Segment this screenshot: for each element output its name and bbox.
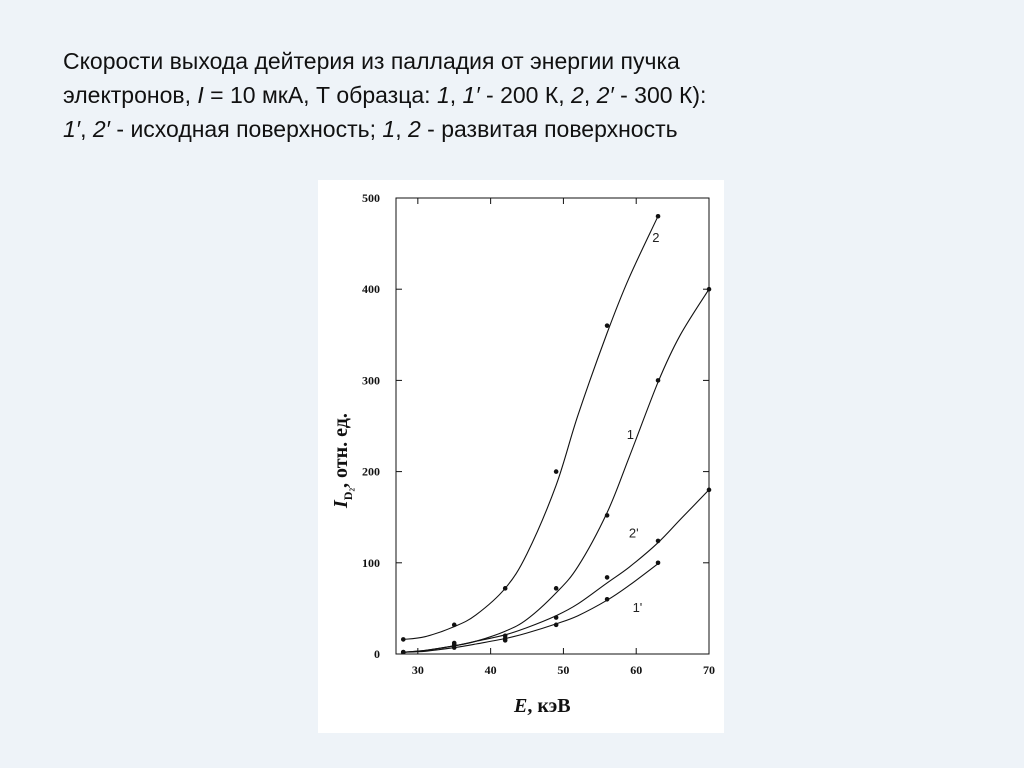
x-tick-label: 60 [630,663,642,677]
series-label-2: 2 [652,230,659,245]
curve-labels: 2 1 2' 1' [627,230,660,615]
y-tick-label: 500 [362,191,380,205]
caption-text: , [583,82,597,108]
figure-caption: Скорости выхода дейтерия из палладия от … [63,44,963,146]
data-point-1 [706,286,712,292]
chart-points [400,213,712,655]
caption-line-1: Скорости выхода дейтерия из палладия от … [63,44,963,78]
series-curve-2 [403,215,659,640]
chart-svg: 30 40 50 60 70 0 100 200 300 400 500 2 1 2' 1' E, кэВ… [330,191,715,717]
caption-text: - развитая поверхность [420,116,678,142]
caption-curve-ref: 1 [382,116,396,142]
series-curve-2-prime [403,489,710,653]
caption-line-2: электронов, I = 10 мкА, Т образца: 1, 1′… [63,78,963,112]
x-tick-label: 50 [557,663,569,677]
data-point-1-prime [604,596,610,602]
caption-line-3: 1′, 2′ - исходная поверхность; 1, 2 - ра… [63,112,963,146]
series-label-2-prime: 2' [629,525,639,540]
y-tick-label: 0 [374,647,380,661]
data-point-2 [604,323,610,328]
data-point-1 [604,513,610,518]
data-point-2-prime [553,615,559,620]
caption-text: электронов, [63,82,198,108]
data-point-2 [400,637,406,642]
data-point-1-prime [502,638,508,643]
data-point-2-prime [706,487,712,493]
caption-text: , [80,116,93,142]
caption-current-symbol: I [197,82,204,108]
y-tick-label: 400 [362,282,380,296]
caption-text: , [395,116,408,142]
data-point-1 [655,378,661,383]
caption-curve-ref: 1 [436,82,450,108]
y-tick-label: 200 [362,465,380,479]
caption-curve-ref: 2 [407,116,421,142]
x-tick-label: 70 [703,663,715,677]
series-label-1-prime: 1' [633,600,643,615]
caption-text: , [449,82,463,108]
data-point-1-prime [655,560,661,566]
series-label-1: 1 [627,427,634,442]
data-point-1-prime [451,645,457,650]
data-point-2-prime [604,575,610,580]
series-curve-1-prime [403,563,659,653]
caption-curve-ref: 2′ [596,82,614,108]
x-tick-label: 30 [412,663,424,677]
caption-curve-ref: 2′ [92,116,110,142]
caption-curve-ref: 1′ [63,116,81,142]
data-point-2 [553,469,559,474]
x-axis-label: E, кэВ [513,695,571,717]
caption-curve-ref: 2 [571,82,584,108]
caption-text: - исходная поверхность; [110,116,383,142]
data-point-1-prime [400,649,406,655]
data-point-2 [655,213,661,219]
y-axis-label: ID₂, отн. ед. [330,413,355,509]
data-point-1 [553,586,559,591]
x-tick-label: 40 [485,663,497,677]
axis-ticks: 30 40 50 60 70 0 100 200 300 400 500 [362,191,715,677]
caption-text: - 200 К, [479,82,572,108]
caption-text: = 10 мкА, Т образца: [203,82,437,108]
plot-frame [395,197,710,655]
y-tick-label: 100 [362,556,380,570]
data-point-1-prime [553,622,559,628]
chart-panel: 30 40 50 60 70 0 100 200 300 400 500 2 1 2' 1' E, кэВ… [318,180,724,733]
y-tick-label: 300 [362,373,380,387]
caption-text: - 300 К): [613,82,707,108]
caption-curve-ref: 1′ [462,82,480,108]
data-point-2 [502,586,508,591]
caption-text: Скорости выхода дейтерия из палладия от … [63,48,680,74]
data-point-2 [451,622,457,628]
data-point-2-prime [655,538,661,544]
